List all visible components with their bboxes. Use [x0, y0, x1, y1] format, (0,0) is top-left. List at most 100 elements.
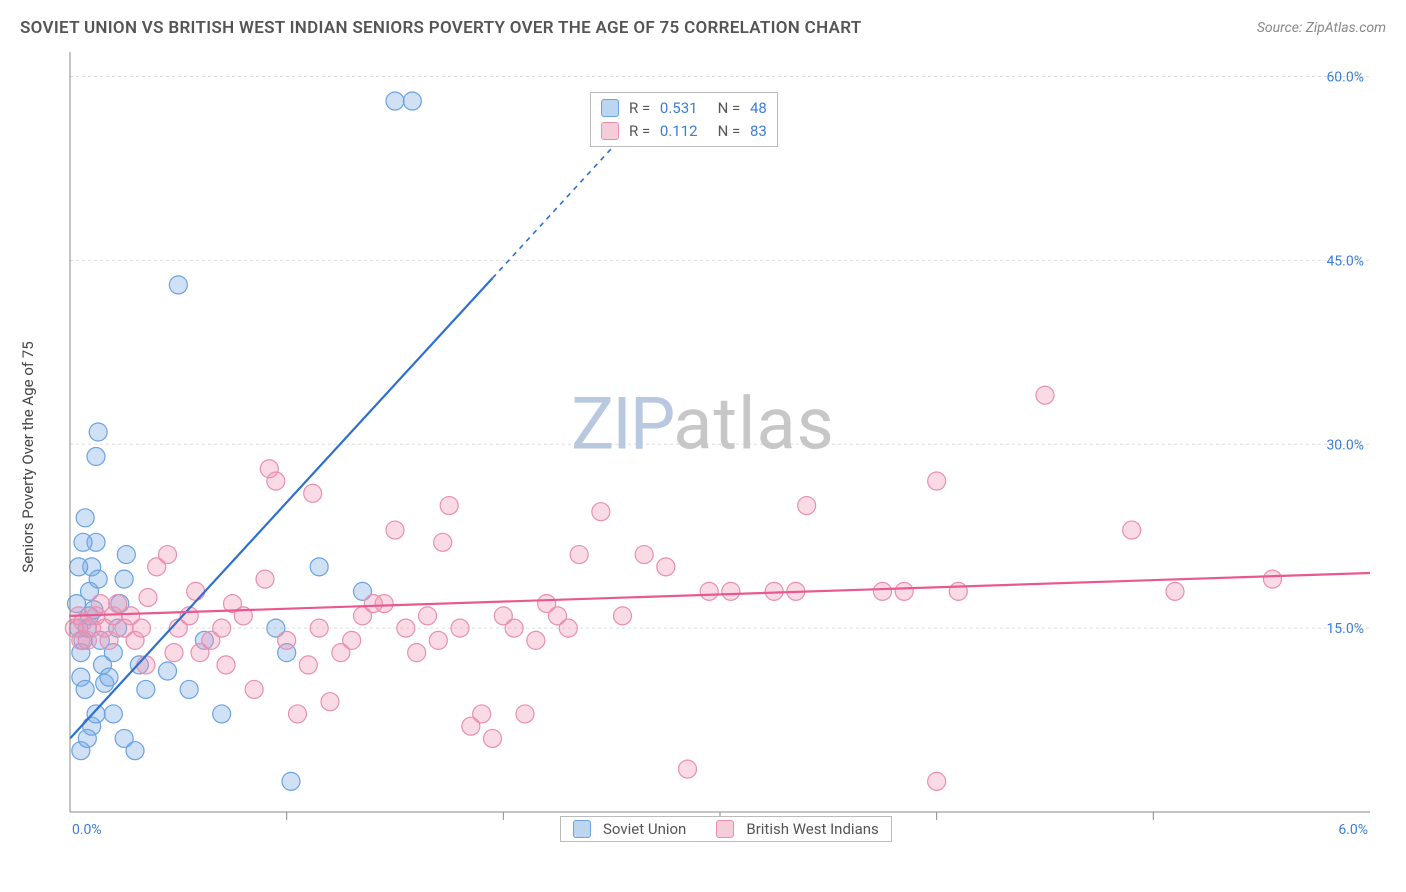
- data-point: [104, 705, 122, 723]
- data-point: [70, 558, 88, 576]
- chart-title: SOVIET UNION VS BRITISH WEST INDIAN SENI…: [20, 18, 862, 38]
- data-point: [126, 742, 144, 760]
- data-point: [213, 619, 231, 637]
- data-point: [386, 92, 404, 110]
- data-point: [484, 729, 502, 747]
- n-label: N =: [718, 120, 744, 143]
- y-tick-label: 60.0%: [1326, 70, 1364, 86]
- data-point: [1123, 521, 1141, 539]
- data-point: [516, 705, 534, 723]
- stats-box: R = 0.531N = 48R = 0.112N = 83: [590, 92, 778, 147]
- data-point: [679, 760, 697, 778]
- series-swatch: [601, 99, 619, 117]
- series-swatch: [716, 820, 734, 838]
- y-tick-label: 15.0%: [1326, 621, 1364, 637]
- x-tick-label: 6.0%: [1338, 822, 1368, 838]
- data-point: [137, 680, 155, 698]
- data-point: [278, 631, 296, 649]
- legend-item: British West Indians: [716, 820, 878, 838]
- data-point: [217, 656, 235, 674]
- data-point: [100, 631, 118, 649]
- data-point: [321, 693, 339, 711]
- r-value: 0.531: [660, 97, 698, 120]
- data-point: [310, 558, 328, 576]
- header: SOVIET UNION VS BRITISH WEST INDIAN SENI…: [20, 18, 1386, 38]
- data-point: [289, 705, 307, 723]
- r-label: R =: [629, 97, 654, 120]
- legend-item: Soviet Union: [573, 820, 686, 838]
- data-point: [76, 509, 94, 527]
- data-point: [256, 570, 274, 588]
- data-point: [304, 484, 322, 502]
- data-point: [139, 588, 157, 606]
- data-point: [213, 705, 231, 723]
- data-point: [397, 619, 415, 637]
- x-tick-label: 0.0%: [72, 822, 102, 838]
- data-point: [559, 619, 577, 637]
- regression-line: [70, 278, 493, 738]
- data-point: [245, 680, 263, 698]
- stats-row: R = 0.112 N = 83: [601, 120, 767, 143]
- y-tick-label: 45.0%: [1326, 253, 1364, 269]
- data-point: [1166, 582, 1184, 600]
- series-swatch: [573, 820, 591, 838]
- data-point: [137, 656, 155, 674]
- data-point: [115, 570, 133, 588]
- data-point: [87, 448, 105, 466]
- data-point: [1264, 570, 1282, 588]
- data-point: [505, 619, 523, 637]
- data-point: [928, 772, 946, 790]
- series-swatch: [601, 122, 619, 140]
- data-point: [700, 582, 718, 600]
- scatter-plot: 15.0% 30.0% 45.0% 60.0% 0.0% 6.0%: [20, 42, 1390, 862]
- series-name: Soviet Union: [603, 820, 686, 838]
- data-point: [928, 472, 946, 490]
- data-point: [895, 582, 913, 600]
- legend: Soviet Union British West Indians: [560, 816, 892, 842]
- data-point: [419, 607, 437, 625]
- data-point: [1036, 386, 1054, 404]
- data-point: [159, 546, 177, 564]
- data-point: [635, 546, 653, 564]
- data-point: [159, 662, 177, 680]
- data-point: [722, 582, 740, 600]
- data-point: [403, 92, 421, 110]
- series-name: British West Indians: [746, 820, 878, 838]
- data-point: [949, 582, 967, 600]
- data-point: [133, 619, 151, 637]
- y-tick-label: 30.0%: [1326, 437, 1364, 453]
- r-value: 0.112: [660, 120, 698, 143]
- n-value: 83: [750, 120, 767, 143]
- data-point: [592, 503, 610, 521]
- y-axis-label: Seniors Poverty Over the Age of 75: [19, 341, 37, 572]
- data-point: [408, 644, 426, 662]
- data-point: [310, 619, 328, 637]
- data-point: [299, 656, 317, 674]
- data-point: [440, 497, 458, 515]
- data-point: [375, 595, 393, 613]
- data-point: [614, 607, 632, 625]
- data-point: [100, 668, 118, 686]
- stats-row: R = 0.531N = 48: [601, 97, 767, 120]
- n-label: N =: [718, 97, 744, 120]
- data-point: [570, 546, 588, 564]
- r-label: R =: [629, 120, 654, 143]
- data-point: [89, 570, 107, 588]
- data-point: [117, 546, 135, 564]
- data-point: [451, 619, 469, 637]
- source-label: Source: ZipAtlas.com: [1257, 20, 1386, 36]
- data-point: [74, 533, 92, 551]
- data-point: [169, 276, 187, 294]
- data-point: [473, 705, 491, 723]
- data-point: [429, 631, 447, 649]
- data-point: [332, 644, 350, 662]
- data-point: [165, 644, 183, 662]
- chart-area: Seniors Poverty Over the Age of 75 ZIPat…: [20, 42, 1386, 872]
- data-point: [386, 521, 404, 539]
- data-point: [180, 680, 198, 698]
- data-point: [187, 582, 205, 600]
- data-point: [282, 772, 300, 790]
- data-point: [527, 631, 545, 649]
- data-point: [76, 680, 94, 698]
- data-point: [87, 705, 105, 723]
